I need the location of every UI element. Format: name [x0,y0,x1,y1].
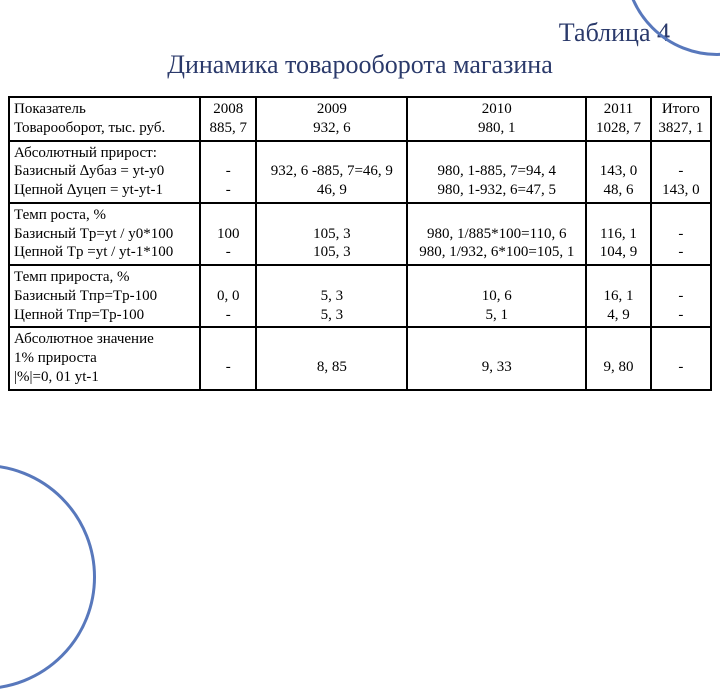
cell-label: Темп прироста, % Базисный Tпр=Tр-100 Цеп… [9,265,200,327]
cell-2008: 2008 885, 7 [200,97,256,141]
cell-label: Темп роста, % Базисный Tр=yt / y0*100 Це… [9,203,200,265]
cell-total: - - [651,265,711,327]
cell-2008: 0, 0 - [200,265,256,327]
cell-total: - [651,327,711,389]
cell-2011: 116, 1 104, 9 [586,203,650,265]
table-row: Абсолютный прирост: Базисный ∆yбаз = yt-… [9,141,711,203]
page-title: Динамика товарооборота магазина [0,50,720,80]
cell-label: Показатель Товарооборот, тыс. руб. [9,97,200,141]
cell-2009: 5, 3 5, 3 [256,265,407,327]
table-row: Показатель Товарооборот, тыс. руб. 2008 … [9,97,711,141]
cell-2011: 16, 1 4, 9 [586,265,650,327]
cell-2011: 9, 80 [586,327,650,389]
cell-2009: 2009 932, 6 [256,97,407,141]
cell-2010: 980, 1-885, 7=94, 4 980, 1-932, 6=47, 5 [407,141,586,203]
cell-2009: 105, 3 105, 3 [256,203,407,265]
cell-2011: 2011 1028, 7 [586,97,650,141]
cell-total: - - [651,203,711,265]
header: Таблица 4 Динамика товарооборота магазин… [0,0,720,96]
cell-2011: 143, 0 48, 6 [586,141,650,203]
cell-2010: 980, 1/885*100=110, 6 980, 1/932, 6*100=… [407,203,586,265]
table-row: Темп прироста, % Базисный Tпр=Tр-100 Цеп… [9,265,711,327]
cell-total: Итого 3827, 1 [651,97,711,141]
cell-label: Абсолютное значение 1% прироста |%|=0, 0… [9,327,200,389]
cell-2010: 10, 6 5, 1 [407,265,586,327]
cell-2008: - [200,327,256,389]
cell-label: Абсолютный прирост: Базисный ∆yбаз = yt-… [9,141,200,203]
table-row: Абсолютное значение 1% прироста |%|=0, 0… [9,327,711,389]
cell-2009: 932, 6 -885, 7=46, 9 46, 9 [256,141,407,203]
cell-2010: 2010 980, 1 [407,97,586,141]
table-row: Темп роста, % Базисный Tр=yt / y0*100 Це… [9,203,711,265]
data-table: Показатель Товарооборот, тыс. руб. 2008 … [8,96,712,391]
table-number: Таблица 4 [0,18,720,48]
cell-2009: 8, 85 [256,327,407,389]
cell-2010: 9, 33 [407,327,586,389]
decorative-arc-bottom-left [0,464,96,690]
cell-total: - 143, 0 [651,141,711,203]
cell-2008: - - [200,141,256,203]
cell-2008: 100 - [200,203,256,265]
